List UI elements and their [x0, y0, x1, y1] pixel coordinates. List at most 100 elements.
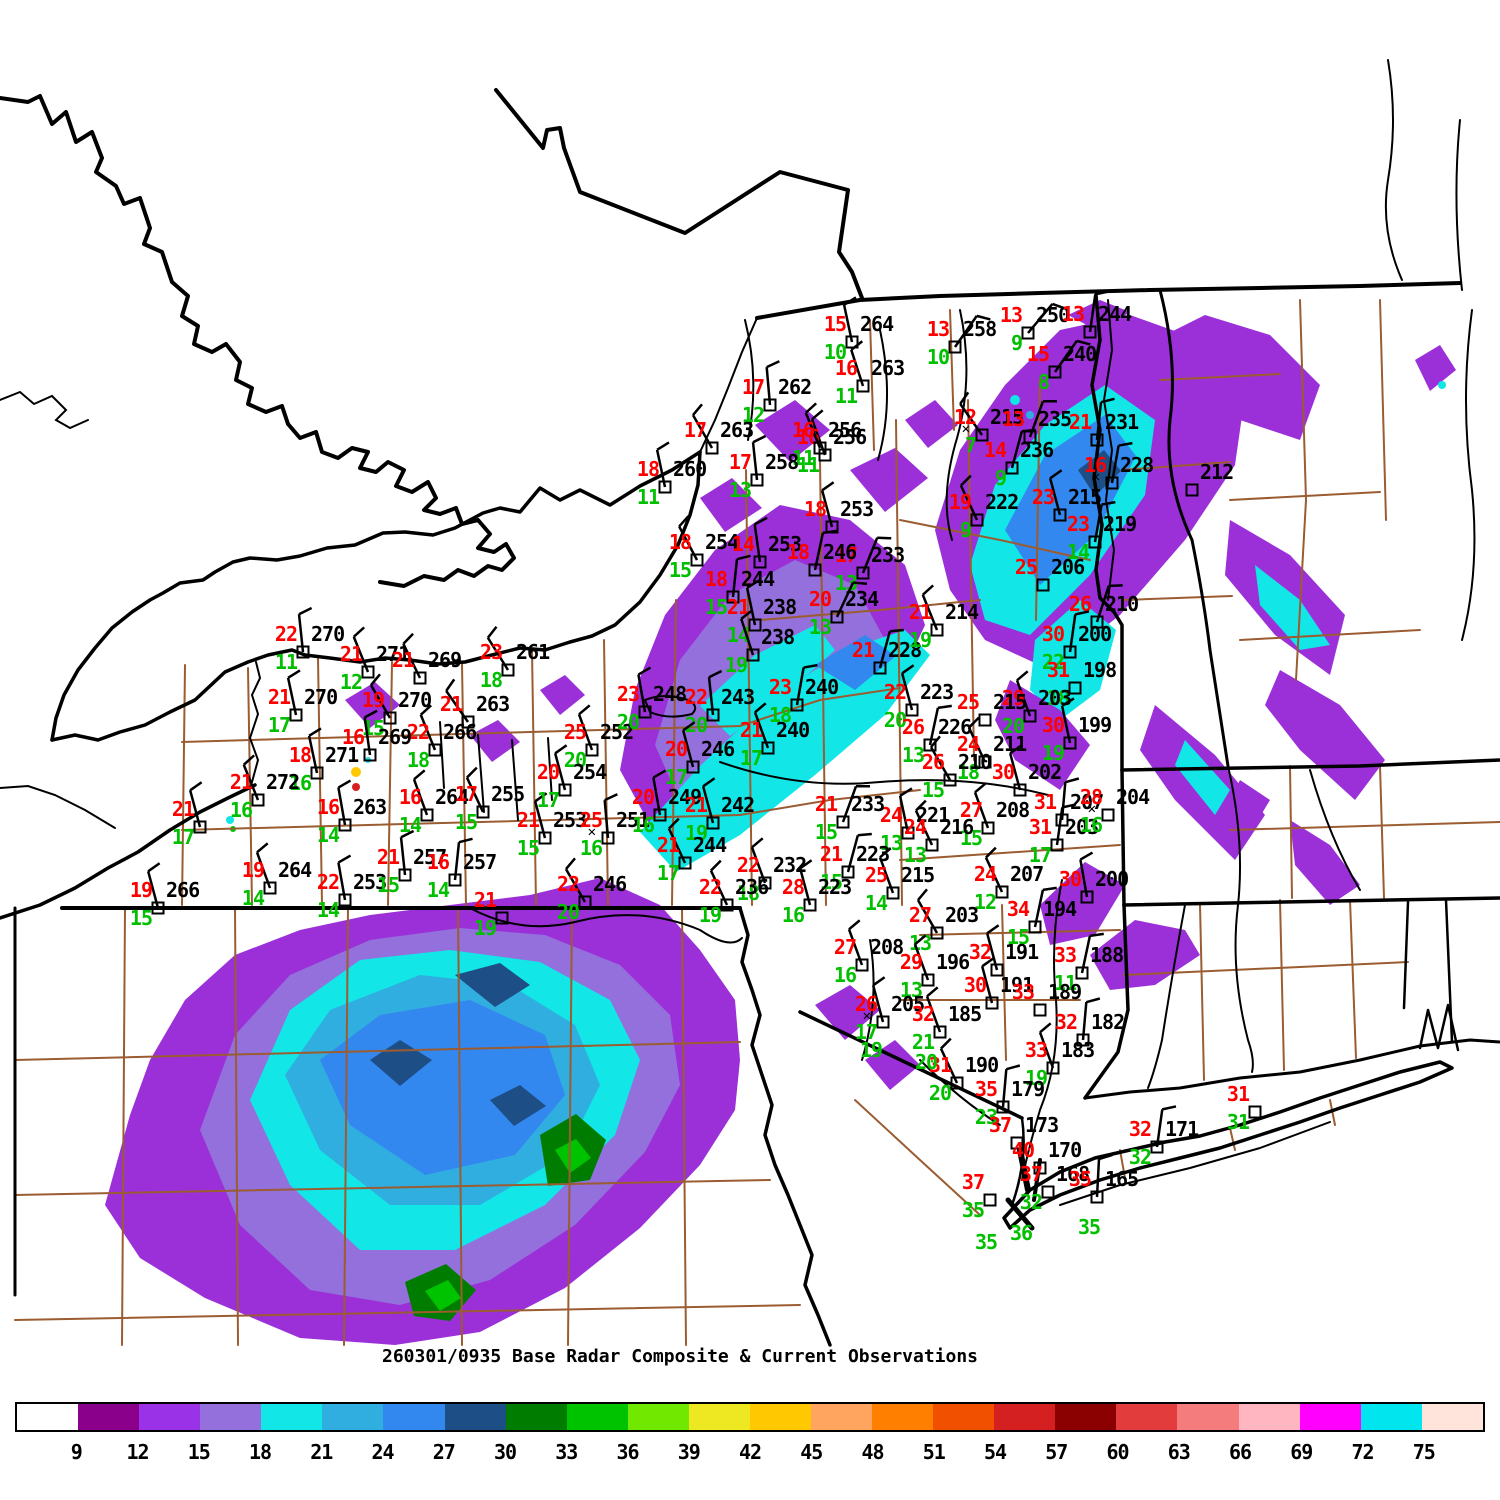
station-marker	[1076, 997, 1101, 1047]
station-temperature: 29	[1001, 686, 1025, 710]
station-dewpoint: 17	[656, 861, 680, 885]
station-square-icon	[1105, 476, 1119, 490]
station-square-icon	[808, 563, 822, 577]
station-plot: 18 15 254	[652, 515, 742, 605]
station-square-icon	[758, 876, 772, 890]
wind-barb-tick	[899, 787, 913, 797]
station-temperature: 21	[473, 888, 497, 912]
station-plot: 22 20 223	[867, 664, 957, 755]
radar-echo-dot	[1010, 395, 1020, 405]
wind-barb-tick	[337, 854, 352, 864]
station-marker	[296, 606, 313, 659]
station-pressure: 270	[304, 685, 338, 709]
wind-barb-tick	[554, 744, 568, 755]
station-square-icon	[296, 645, 310, 659]
station-marker	[1033, 1003, 1047, 1017]
station-marker	[985, 924, 1004, 977]
wind-barb-tick	[901, 664, 915, 675]
colorbar-segment	[749, 1404, 812, 1430]
wind-barb-tick	[981, 957, 995, 968]
station-temperature: 22	[684, 685, 708, 709]
wind-barb-tick	[1162, 1105, 1177, 1111]
wind-barb-tick	[370, 673, 381, 686]
station-plot: 32 191	[952, 924, 1042, 1015]
station-temperature: 25	[1014, 555, 1038, 579]
station-square-icon	[995, 885, 1009, 899]
station-plot: 24 13 221	[863, 787, 953, 878]
station-dewpoint: 18	[736, 881, 760, 905]
station-temperature: 32	[1128, 1117, 1152, 1141]
station-marker	[286, 669, 303, 722]
wind-barb	[841, 785, 858, 823]
station-pressure: 240	[1063, 342, 1097, 366]
station-pressure: 173	[1025, 1113, 1059, 1137]
wind-barb-tick	[799, 859, 813, 870]
wind-barb-tick	[1108, 584, 1123, 588]
station-dewpoint: 17	[267, 713, 291, 737]
station-square-icon	[748, 618, 762, 632]
station-square-icon	[706, 816, 720, 830]
colorbar-segment	[811, 1404, 873, 1430]
station-pressure: 248	[653, 682, 687, 706]
station-square-icon	[658, 480, 672, 494]
wind-barb	[1001, 1069, 1008, 1108]
station-square-icon	[886, 886, 900, 900]
station-plot: 16 228 ✕	[1067, 438, 1157, 528]
station-square-icon	[578, 895, 592, 909]
wind-barb-tick	[1098, 1153, 1113, 1161]
station-square-icon	[428, 743, 442, 757]
wind-barb-tick	[917, 888, 928, 901]
station-plot: 21 231	[1052, 395, 1142, 485]
station-square-icon	[930, 926, 944, 940]
station-dewpoint: 20	[1001, 714, 1025, 738]
station-dewpoint: 14	[726, 623, 750, 647]
station-plot: 18 246	[770, 525, 860, 615]
station-plot: 12 7 215 ✕	[937, 390, 1027, 480]
wind-barb	[847, 928, 864, 966]
station-square-icon	[1150, 1140, 1164, 1154]
station-temperature: 16	[316, 795, 340, 819]
station-marker	[1048, 469, 1067, 522]
station-marker	[307, 727, 324, 780]
colorbar-tick-label: 39	[677, 1440, 701, 1464]
station-square-icon	[753, 555, 767, 569]
station-temperature: 21	[684, 793, 708, 817]
station-square-icon	[1090, 433, 1104, 447]
station-plot: 22 11 270	[258, 606, 348, 697]
station-plot: 21 228	[835, 623, 925, 713]
station-plot: 21 16 272	[213, 754, 303, 845]
station-marker	[1060, 697, 1077, 750]
station-square-icon	[905, 703, 919, 717]
station-pressure: 199	[1078, 713, 1112, 737]
station-marker	[967, 716, 992, 769]
station-x-symbol: ✕	[1087, 801, 1097, 817]
wind-barb	[898, 795, 910, 834]
station-pressure: 251	[616, 808, 650, 832]
station-marker	[996, 1064, 1021, 1114]
station-square-icon	[943, 773, 957, 787]
wind-barb-tick	[766, 360, 780, 369]
colorbar-tick-label: 42	[738, 1440, 762, 1464]
station-plot: 18 253	[787, 481, 877, 572]
wind-barb-tick	[1095, 290, 1110, 296]
station-plot: 30 200	[1042, 851, 1132, 942]
station-marker	[1075, 932, 1104, 980]
wind-barb	[850, 349, 865, 387]
wind-barb	[402, 643, 422, 679]
wind-barb-tick	[752, 434, 767, 444]
station-temperature: 17	[728, 450, 752, 474]
station-plot: 32 32 171	[1112, 1102, 1202, 1192]
station-square-icon	[558, 783, 572, 797]
station-pressure: 188	[1090, 943, 1124, 967]
wind-barb-tick	[754, 702, 767, 714]
station-marker	[808, 529, 837, 577]
station-plot: 23 18 261	[463, 625, 553, 715]
station-marker	[830, 581, 868, 624]
station-pressure: 223	[818, 875, 852, 899]
station-x-symbol: ✕	[1091, 469, 1101, 485]
station-plot: 31 31	[1210, 1067, 1300, 1157]
station-pressure: 219	[1103, 512, 1137, 536]
station-dewpoint: 19	[908, 628, 932, 652]
station-marker	[850, 340, 870, 393]
wind-barb	[765, 367, 772, 406]
